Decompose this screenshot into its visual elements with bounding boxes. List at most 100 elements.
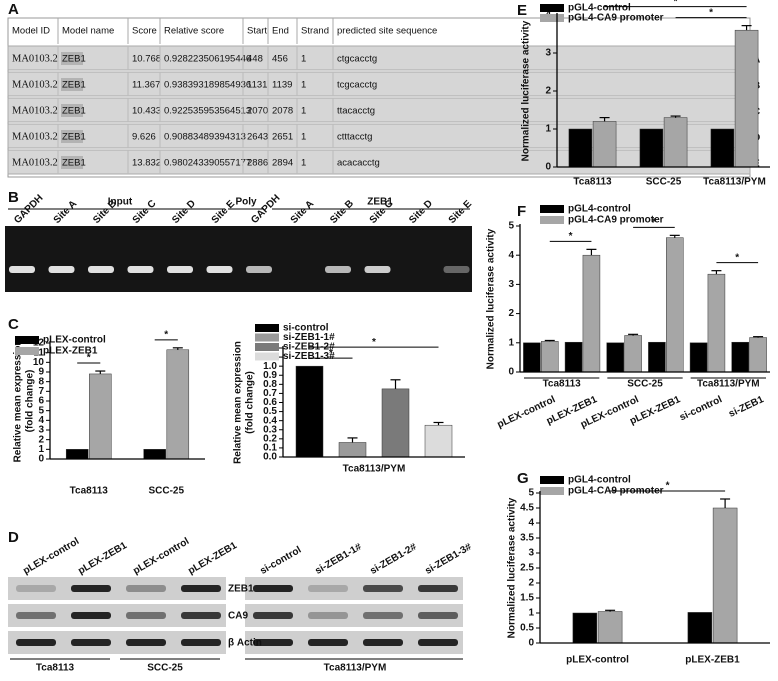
y-tick-label: 1.5	[520, 593, 534, 604]
table-header: Score	[132, 26, 157, 37]
table-header: Start	[247, 26, 267, 37]
band	[363, 639, 403, 646]
legend-label: si-ZEB1-1#	[283, 332, 335, 343]
table-cell: tcgcacctg	[337, 80, 377, 91]
bar	[523, 342, 541, 373]
y-tick-label: 6	[38, 396, 44, 407]
table-cell: 2894	[272, 158, 293, 169]
table-cell: 2078	[272, 106, 293, 117]
table-cell: 2886	[247, 158, 268, 169]
bar	[597, 611, 623, 644]
table-header: End	[272, 26, 289, 37]
y-tick-label: 4	[528, 518, 534, 529]
table-cell: 10.768	[132, 54, 161, 65]
x-tick-label: pLEX-ZEB1	[685, 655, 740, 666]
y-axis-label: (fold change)	[25, 370, 36, 433]
blot	[8, 604, 226, 627]
y-tick-label: 4	[508, 250, 514, 261]
table-header: Relative score	[164, 26, 224, 37]
row-label: β Actin	[228, 638, 262, 649]
lane-label: Site D	[407, 198, 435, 226]
legend-label: si-ZEB1-2#	[283, 342, 335, 353]
x-tick-label: SCC-25	[646, 177, 682, 188]
lane-label: Site D	[170, 198, 198, 226]
panel-label: E	[517, 2, 527, 19]
band	[127, 266, 154, 273]
y-tick-label: 4.5	[520, 503, 534, 514]
bar	[689, 342, 708, 373]
bar	[687, 612, 713, 644]
significance-label: *	[87, 353, 91, 364]
x-tick-label: SCC-25	[148, 486, 184, 497]
lane-label: pLEX-control	[21, 536, 81, 577]
table-cell: MA0103.2	[12, 105, 58, 116]
panel-label: C	[8, 316, 19, 333]
table-cell: 13.832	[132, 158, 161, 169]
y-tick-label: 4	[38, 415, 44, 426]
band	[308, 639, 348, 646]
bar	[712, 507, 738, 644]
bar	[65, 449, 89, 460]
bar	[381, 388, 410, 458]
bar	[143, 449, 166, 460]
band	[167, 266, 193, 273]
band	[181, 612, 221, 619]
lane-label: Site C	[131, 198, 159, 226]
table-cell: MA0103.2	[12, 157, 58, 168]
highlight	[61, 104, 83, 117]
band	[253, 612, 293, 619]
blot	[8, 577, 226, 600]
table-header: Model name	[62, 26, 114, 37]
legend-label: pGL4-control	[568, 475, 631, 486]
legend-swatch	[540, 487, 564, 495]
lane-label: si-ZEB1-2#	[368, 541, 419, 577]
lane-label: Site E	[210, 198, 238, 226]
table-cell: MA0103.2	[12, 79, 58, 90]
y-tick-label: 1	[528, 608, 534, 619]
group-label: Tca8113	[36, 663, 75, 674]
table-cell: 2651	[272, 132, 293, 143]
table-cell: ZEB1	[62, 132, 86, 143]
y-tick-label: 5	[38, 405, 44, 416]
band	[16, 639, 56, 646]
bar	[707, 273, 726, 373]
y-tick-label: 2	[528, 578, 534, 589]
legend-swatch	[255, 352, 279, 361]
blot	[245, 577, 463, 600]
bar	[639, 128, 664, 168]
significance-label: *	[674, 0, 678, 7]
table-cell: ttacacctg	[337, 106, 375, 117]
legend-swatch	[15, 336, 39, 344]
y-tick-label: 0.3	[263, 424, 277, 435]
significance-label: *	[164, 329, 168, 340]
panel-label: G	[517, 470, 529, 487]
y-tick-label: 0.1	[263, 443, 277, 454]
y-axis-label: Normalized luciferase activity	[507, 497, 518, 638]
legend-label: si-ZEB1-3#	[283, 351, 335, 362]
table-cell: acacacctg	[337, 158, 380, 169]
bar	[624, 335, 642, 373]
y-tick-label: 0.5	[520, 623, 534, 634]
y-tick-label: 0.0	[263, 452, 277, 463]
band	[9, 266, 35, 273]
group-label: Input	[108, 197, 133, 208]
y-tick-label: 7	[38, 386, 44, 397]
band	[71, 612, 111, 619]
legend-swatch	[540, 476, 564, 484]
y-axis-label: Normalized luciferase activity	[486, 228, 497, 369]
bar	[666, 237, 684, 373]
legend-swatch	[255, 343, 279, 351]
band	[363, 612, 403, 619]
band	[71, 639, 111, 646]
y-tick-label: 0.8	[263, 379, 277, 390]
x-tick-label: Tca8113	[70, 486, 109, 497]
bar	[606, 342, 624, 373]
band	[308, 612, 348, 619]
blot	[8, 631, 226, 654]
legend-label: pLEX-ZEB1	[43, 346, 98, 357]
table-cell: ctttacctg	[337, 132, 372, 143]
bar	[731, 341, 749, 373]
y-tick-label: 2	[38, 434, 44, 445]
y-tick-label: 0.5	[263, 406, 277, 417]
band	[308, 585, 348, 592]
